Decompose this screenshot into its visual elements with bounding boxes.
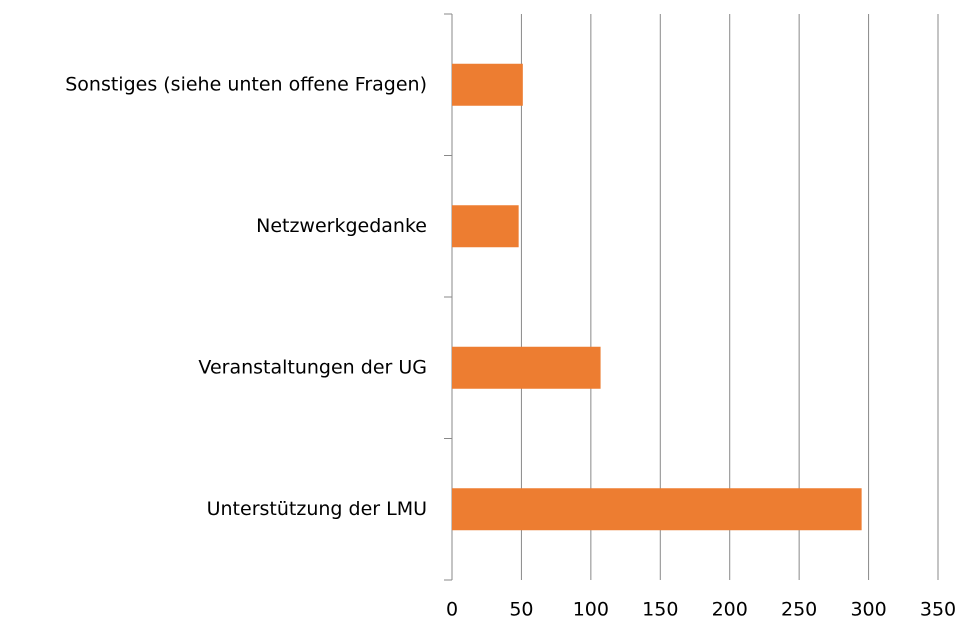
- y-tick-label: Veranstaltungen der UG: [198, 356, 427, 378]
- bar: [452, 346, 601, 389]
- x-tick-label: 150: [642, 599, 678, 621]
- y-tick-label: Unterstützung der LMU: [207, 498, 427, 520]
- y-tick-label: Netzwerkgedanke: [256, 215, 427, 237]
- y-tick-label: Sonstiges (siehe unten offene Fragen): [65, 73, 427, 95]
- x-tick-label: 300: [850, 599, 886, 621]
- x-tick-label: 100: [573, 599, 609, 621]
- x-tick-label: 0: [446, 599, 458, 621]
- bar: [452, 205, 519, 248]
- x-tick-label: 250: [781, 599, 817, 621]
- bar: [452, 488, 862, 531]
- x-tick-label: 200: [712, 599, 748, 621]
- x-tick-label: 350: [920, 599, 956, 621]
- x-tick-label: 50: [509, 599, 533, 621]
- bar: [452, 63, 523, 106]
